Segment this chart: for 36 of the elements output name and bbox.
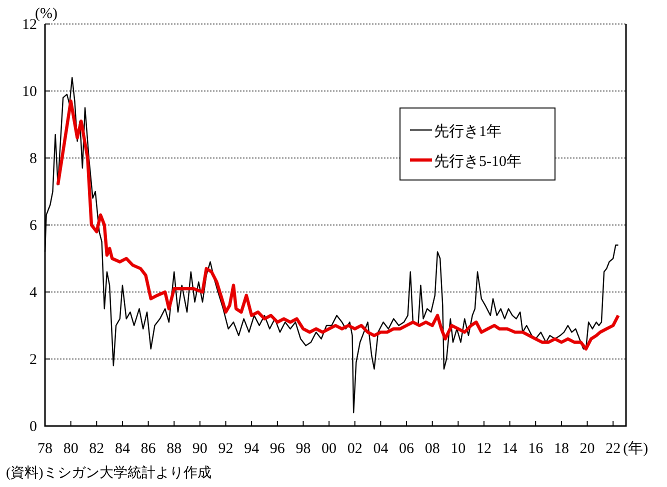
x-tick-label: 18 — [554, 441, 569, 457]
y-axis-title: (%) — [35, 6, 58, 22]
y-tick-label: 0 — [30, 419, 37, 435]
y-tick-label: 8 — [30, 151, 37, 167]
x-tick-label: 98 — [296, 441, 311, 457]
x-tick-label: 88 — [166, 441, 182, 457]
x-tick-label: 20 — [580, 441, 595, 457]
x-tick-label: 78 — [38, 441, 52, 457]
x-tick-label: 14 — [502, 441, 518, 457]
x-tick-label: 92 — [218, 441, 234, 457]
x-tick-label: 08 — [424, 441, 440, 457]
x-tick-label: 80 — [63, 441, 78, 457]
x-tick-label: 96 — [270, 441, 286, 457]
x-tick-label: 00 — [322, 441, 337, 457]
x-tick-label: 12 — [476, 441, 492, 457]
x-tick-label: 10 — [450, 441, 466, 457]
y-tick-label: 6 — [30, 218, 38, 234]
y-tick-label: 12 — [22, 17, 37, 33]
x-axis-title: (年) — [623, 440, 648, 457]
y-tick-label: 2 — [30, 352, 37, 368]
legend-label: 先行き1年 — [434, 123, 502, 140]
line-series — [56, 99, 620, 351]
x-tick-label: 84 — [114, 441, 130, 457]
x-tick-label: 16 — [528, 441, 544, 457]
text: (資料)ミシガン大学統計より作成 — [6, 465, 212, 481]
y-tick-label: 4 — [30, 285, 38, 301]
x-tick-label: 04 — [373, 441, 389, 457]
x-tick-label: 94 — [244, 441, 260, 457]
x-tick-label: 82 — [89, 441, 104, 457]
x-tick-label: 02 — [347, 441, 362, 457]
x-tick-label: 06 — [399, 441, 415, 457]
y-tick-label: 10 — [22, 84, 37, 100]
x-tick-label: 22 — [606, 441, 621, 457]
x-tick-label: 90 — [192, 441, 208, 457]
legend-label: 先行き5-10年 — [434, 153, 522, 170]
x-tick-label: 86 — [140, 441, 156, 457]
